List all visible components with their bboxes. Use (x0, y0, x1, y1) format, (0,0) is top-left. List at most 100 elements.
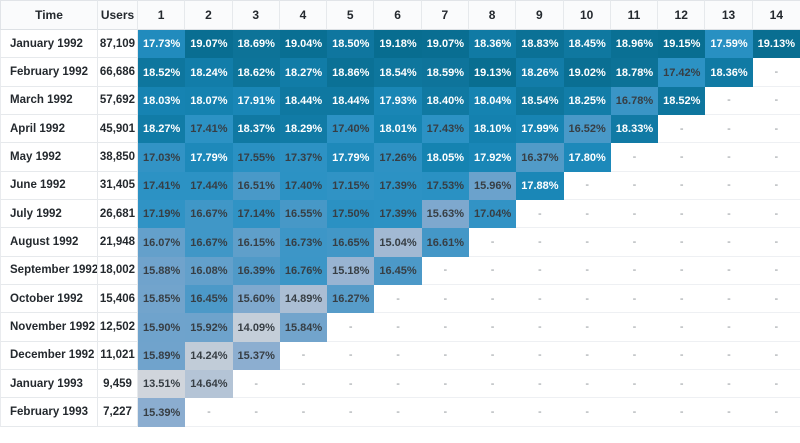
cohort-cell: - (563, 398, 611, 427)
cohort-cell: - (563, 200, 611, 229)
cohort-cell: - (610, 285, 659, 314)
cohort-cell: 16.65% (327, 228, 375, 257)
cohort-cell: 17.44% (185, 171, 233, 201)
cohort-cell: - (752, 398, 800, 427)
cohort-cell: - (516, 228, 564, 257)
cohort-cell: - (468, 228, 517, 257)
cohort-users-count: 57,692 (98, 86, 138, 116)
cohort-cell: - (705, 341, 753, 371)
cohort-row: January 1992 87,109 17.73% 19.07% 18.69% 19.0… (0, 30, 800, 59)
cohort-cell: - (705, 313, 753, 342)
cohort-time-label: September 1992 (0, 256, 98, 286)
cohort-cell: 16.67% (185, 200, 233, 229)
cohort-cell: - (752, 143, 800, 172)
column-header-users: Users (98, 0, 138, 30)
cohort-cell: 15.60% (232, 285, 280, 314)
cohort-time-label: April 1992 (0, 115, 98, 144)
cohort-users-count: 21,948 (98, 228, 138, 257)
cohort-cell: - (658, 228, 706, 257)
cohort-cell: 16.76% (279, 256, 328, 286)
cohort-cell: 17.03% (138, 143, 186, 172)
cohort-row: August 1992 21,948 16.07% 16.67% 16.15% 16.73… (0, 228, 800, 257)
cohort-users-count: 87,109 (98, 30, 138, 59)
cohort-cell: 18.40% (421, 86, 469, 116)
cohort-users-count: 15,406 (98, 285, 138, 314)
cohort-cell: 14.24% (185, 341, 233, 371)
cohort-cell: 14.09% (232, 313, 280, 342)
cohort-cell: - (610, 313, 659, 342)
cohort-cell: - (516, 285, 564, 314)
cohort-cell: - (658, 171, 706, 201)
cohort-cell: 18.36% (468, 30, 517, 59)
cohort-cell: - (705, 398, 753, 427)
cohort-time-label: December 1992 (0, 341, 98, 371)
cohort-retention-table: Time Users 1 2 3 4 5 6 7 8 9 10 11 12 13 14 January 199… (0, 0, 800, 427)
cohort-cell: - (610, 228, 659, 257)
cohort-cell: 18.36% (705, 58, 753, 87)
cohort-time-label: January 1992 (0, 30, 98, 59)
cohort-cell: - (610, 341, 659, 371)
header-row: Time Users 1 2 3 4 5 6 7 8 9 10 11 12 13 14 (0, 0, 800, 30)
cohort-cell: 15.63% (421, 200, 469, 229)
cohort-row: July 1992 26,681 17.19% 16.67% 17.14% 16.55% 1… (0, 200, 800, 229)
column-header-month-10: 10 (563, 0, 611, 30)
cohort-cell: 18.44% (327, 86, 375, 116)
cohort-cell: 18.83% (516, 30, 564, 59)
cohort-row: April 1992 45,901 18.27% 17.41% 18.37% 18.29%… (0, 115, 800, 144)
cohort-cell: 18.69% (232, 30, 280, 59)
cohort-cell: 18.37% (232, 115, 280, 144)
cohort-cell: 18.10% (468, 115, 517, 144)
cohort-cell: 14.89% (279, 285, 328, 314)
cohort-cell: - (658, 256, 706, 286)
cohort-cell: - (563, 228, 611, 257)
cohort-cell: 19.13% (752, 30, 800, 59)
cohort-cell: 17.40% (327, 115, 375, 144)
cohort-cell: 17.55% (232, 143, 280, 172)
cohort-cell: - (516, 398, 564, 427)
cohort-cell: 17.93% (374, 86, 422, 116)
cohort-cell: 19.18% (374, 30, 422, 59)
cohort-cell: - (705, 285, 753, 314)
cohort-cell: 17.04% (468, 200, 517, 229)
cohort-cell: 17.41% (185, 115, 233, 144)
cohort-cell: - (516, 313, 564, 342)
cohort-cell: - (516, 200, 564, 229)
cohort-users-count: 9,459 (98, 370, 138, 399)
cohort-cell: - (705, 200, 753, 229)
column-header-month-5: 5 (327, 0, 375, 30)
cohort-cell: 18.50% (327, 30, 375, 59)
cohort-cell: - (516, 256, 564, 286)
cohort-cell: - (752, 86, 800, 116)
cohort-row: November 1992 12,502 15.90% 15.92% 14.09% 15.… (0, 313, 800, 342)
cohort-cell: 18.03% (138, 86, 186, 116)
cohort-users-count: 26,681 (98, 200, 138, 229)
cohort-row: February 1992 66,686 18.52% 18.24% 18.62% 18.… (0, 58, 800, 87)
cohort-cell: 15.92% (185, 313, 233, 342)
cohort-cell: 16.39% (232, 256, 280, 286)
cohort-cell: 18.01% (374, 115, 422, 144)
cohort-cell: - (468, 313, 517, 342)
cohort-time-label: March 1992 (0, 86, 98, 116)
cohort-cell: 17.73% (138, 30, 186, 59)
cohort-cell: - (421, 256, 469, 286)
cohort-cell: - (752, 285, 800, 314)
cohort-cell: 17.42% (658, 58, 706, 87)
cohort-cell: - (752, 228, 800, 257)
table-header: Time Users 1 2 3 4 5 6 7 8 9 10 11 12 13 14 (0, 0, 800, 30)
cohort-users-count: 45,901 (98, 115, 138, 144)
cohort-cell: 13.51% (138, 370, 186, 399)
cohort-cell: - (752, 341, 800, 371)
cohort-cell: - (658, 285, 706, 314)
cohort-users-count: 18,002 (98, 256, 138, 286)
cohort-row: January 1993 9,459 13.51% 14.64% - - - - - - - - - - -… (0, 370, 800, 399)
cohort-cell: - (705, 86, 753, 116)
cohort-cell: - (563, 341, 611, 371)
cohort-users-count: 38,850 (98, 143, 138, 172)
cohort-cell: 17.40% (279, 171, 328, 201)
cohort-time-label: October 1992 (0, 285, 98, 314)
cohort-cell: 17.37% (279, 143, 328, 172)
cohort-cell: 18.05% (421, 143, 469, 172)
cohort-cell: 18.33% (610, 115, 659, 144)
cohort-cell: 16.37% (516, 143, 564, 172)
cohort-row: March 1992 57,692 18.03% 18.07% 17.91% 18.44%… (0, 86, 800, 116)
